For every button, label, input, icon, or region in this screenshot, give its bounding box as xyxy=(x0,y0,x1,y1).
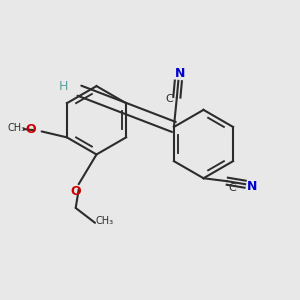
Text: O: O xyxy=(70,185,81,198)
Text: CH₃: CH₃ xyxy=(7,123,26,133)
Text: O: O xyxy=(25,122,36,136)
Text: N: N xyxy=(248,180,258,193)
Text: C: C xyxy=(229,183,236,193)
Text: N: N xyxy=(175,67,185,80)
Text: H: H xyxy=(58,80,68,93)
Text: CH₃: CH₃ xyxy=(95,216,114,226)
Text: C: C xyxy=(166,94,173,104)
